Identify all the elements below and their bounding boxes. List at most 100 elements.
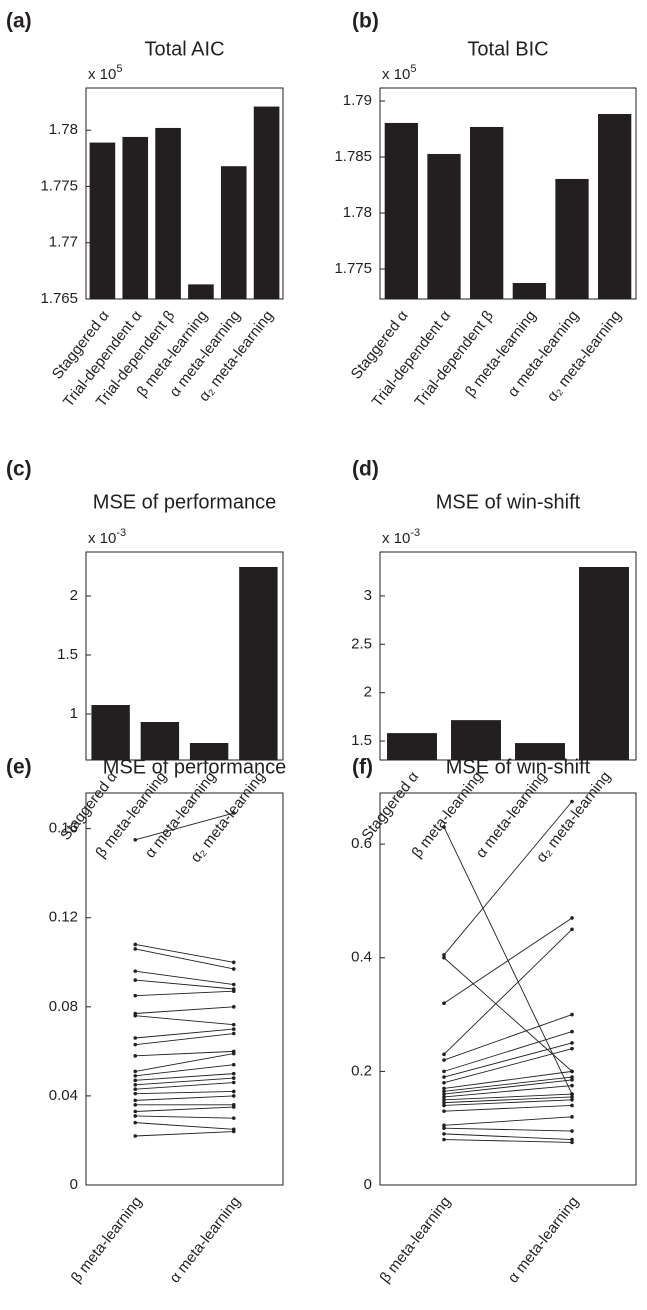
subject-point (231, 1105, 236, 1109)
subject-point (570, 1140, 574, 1145)
subject-line (443, 1014, 573, 1061)
bar (555, 178, 589, 299)
subject-line (135, 1064, 234, 1077)
bar (512, 282, 546, 299)
subject-point (231, 967, 236, 971)
y-multiplier: x 105 (382, 63, 416, 83)
multiplier-base: x 10 (382, 530, 410, 547)
x-tick-label: α meta-learning (505, 1193, 583, 1286)
y-tick-label: 0.2 (351, 1062, 372, 1079)
subject-point (442, 1097, 446, 1102)
subject-point (133, 1036, 138, 1040)
subject-point (442, 1109, 446, 1113)
panel-label: (b) (352, 10, 379, 33)
subject-line (135, 948, 234, 970)
bar (91, 705, 130, 760)
y-tick-label: 1.79 (343, 92, 372, 109)
subject-point (570, 1115, 574, 1119)
bar (239, 566, 278, 760)
bar (140, 722, 180, 760)
subject-point (442, 1095, 446, 1099)
x-tick-label: Trial-dependent α (369, 307, 455, 410)
subject-point (442, 1092, 446, 1096)
y-tick-label: 0.16 (49, 820, 78, 837)
subject-point (133, 1087, 138, 1092)
y-tick-label: 0 (364, 1176, 372, 1193)
subject-line (443, 1079, 573, 1095)
subject-line (443, 1093, 573, 1101)
axes-frame (379, 87, 637, 300)
multiplier-base: x 10 (88, 530, 116, 547)
bar (220, 166, 247, 299)
bar (155, 127, 181, 299)
multiplier-base: x 10 (382, 66, 410, 83)
subject-point (442, 953, 446, 957)
subject-line (443, 957, 573, 1072)
subject-line (135, 1091, 234, 1095)
subject-point (231, 1062, 236, 1067)
subject-point (133, 1109, 138, 1114)
y-tick-label: 1.78 (343, 204, 372, 221)
subject-point (133, 837, 138, 842)
subject-point (133, 978, 138, 982)
subject-point (570, 1095, 574, 1099)
bar (189, 743, 229, 760)
y-tick-label: 2 (364, 684, 372, 701)
subject-point (133, 1054, 138, 1058)
subject-line (443, 1076, 573, 1092)
subject-point (133, 947, 138, 951)
x-tick-label: Trial-dependent β (411, 307, 497, 410)
bar (579, 566, 629, 760)
y-multiplier: x 105 (88, 63, 122, 83)
subject-point (442, 1132, 446, 1136)
subject-point (442, 1126, 446, 1130)
y-tick-label: 0.12 (49, 909, 78, 926)
subject-point (133, 942, 138, 947)
subject-point (133, 1098, 138, 1103)
y-tick-label: 0.08 (49, 998, 78, 1015)
subject-point (442, 1100, 446, 1105)
subject-point (133, 1082, 138, 1087)
multiplier-exponent: 5 (116, 63, 122, 75)
subject-point (133, 1013, 138, 1018)
subject-point (231, 1051, 236, 1056)
x-tick-label: α₂ meta-learning (544, 307, 625, 404)
subject-point (570, 1069, 574, 1074)
subject-line (135, 1006, 234, 1014)
subject-point (570, 1137, 574, 1142)
bar (384, 122, 418, 299)
subject-point (570, 1083, 574, 1088)
subject-line (135, 1122, 234, 1130)
subject-point (442, 1086, 446, 1091)
panel-label: (c) (6, 458, 32, 481)
subject-line (135, 1077, 234, 1086)
subject-point (570, 1078, 574, 1082)
subject-point (133, 1078, 138, 1083)
subject-line (135, 812, 234, 841)
subject-point (231, 1027, 236, 1031)
subject-point (570, 1075, 574, 1079)
subject-point (570, 1097, 574, 1102)
subject-line (443, 1085, 573, 1098)
multiplier-exponent: -3 (116, 527, 126, 539)
y-tick-label: 1 (70, 705, 78, 722)
bar (89, 142, 116, 299)
subject-line (135, 1033, 234, 1046)
y-tick-label: 1.775 (40, 177, 78, 194)
y-tick-label: 0.6 (351, 835, 372, 852)
panel-title: MSE of performance (103, 756, 286, 778)
subject-point (570, 1046, 574, 1051)
subject-point (442, 1069, 446, 1074)
subject-point (231, 1089, 236, 1094)
subject-point (133, 1042, 138, 1047)
y-tick-label: 2.5 (351, 635, 372, 652)
axes-frame (85, 551, 284, 761)
subject-point (570, 799, 574, 804)
subject-point (570, 1041, 574, 1045)
subject-point (133, 1069, 138, 1074)
subject-line (135, 1131, 234, 1137)
multiplier-exponent: 5 (410, 63, 416, 75)
bar (470, 126, 504, 300)
subject-line (135, 1106, 234, 1112)
